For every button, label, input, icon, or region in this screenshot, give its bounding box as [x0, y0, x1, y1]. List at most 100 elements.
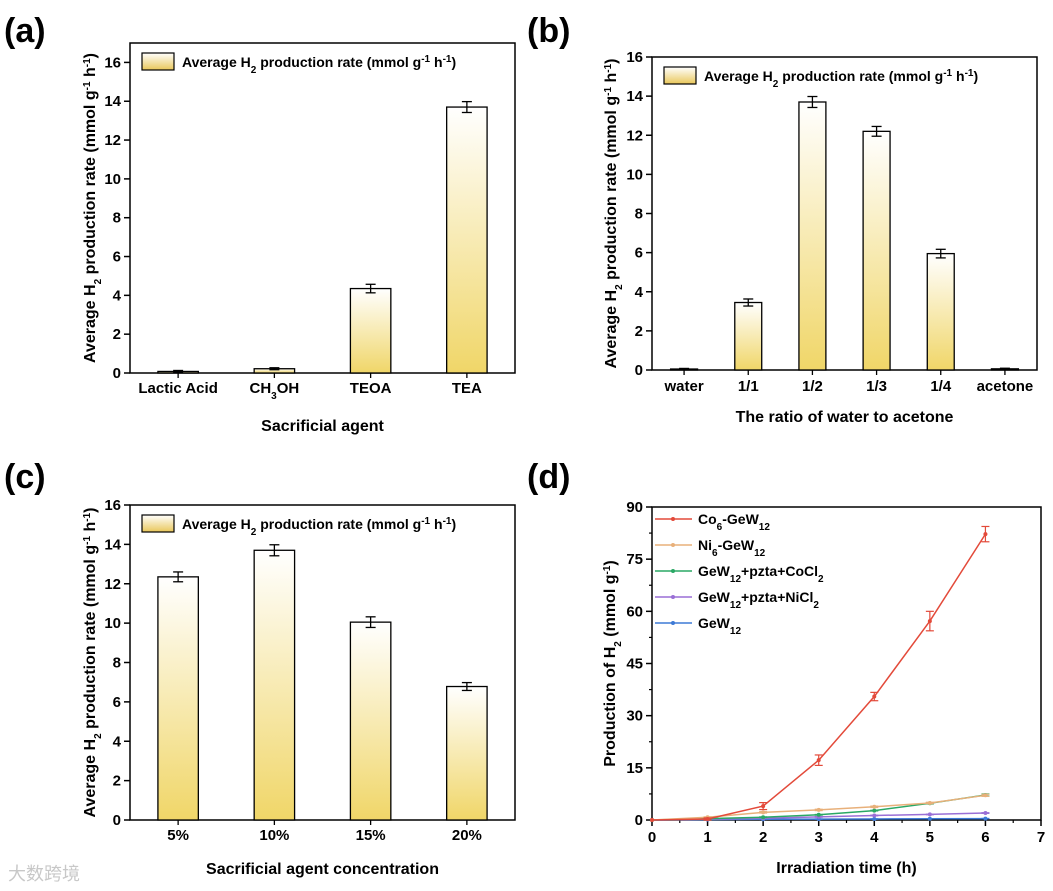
panel-label-b: (b) — [527, 12, 570, 50]
x-tick-label: 1/1 — [738, 378, 759, 395]
bar — [349, 287, 392, 374]
bar — [446, 106, 488, 374]
x-tick-label: 0 — [648, 829, 656, 846]
x-tick-label: 1 — [703, 829, 711, 846]
x-tick-label: 5% — [167, 827, 189, 844]
x-tick-label: TEOA — [350, 380, 392, 397]
legend-marker — [671, 595, 675, 599]
legend-label: Average H2 production rate (mmol g-1 h-1… — [182, 516, 456, 538]
x-tick-label: Lactic Acid — [138, 380, 217, 397]
chart-a: 0 2 4 6 8 10 12 14 16 Lactic Acid CH3OH TEOA TEA Aver… — [82, 42, 516, 435]
y-tick-label: 8 — [113, 210, 121, 227]
legend-label: GeW12+pzta+CoCl2 — [698, 563, 824, 585]
y-tick-label: 0 — [635, 812, 643, 829]
y-tick-label: 2 — [113, 773, 121, 790]
x-axis-title: Irradiation time (h) — [776, 860, 916, 877]
y-tick-label: 0 — [113, 365, 121, 382]
bar — [862, 130, 891, 371]
y-tick-label: 10 — [104, 615, 121, 632]
y-tick-label: 45 — [626, 656, 643, 673]
legend-label: GeW12 — [698, 615, 741, 637]
bar — [446, 685, 488, 821]
y-tick-label: 6 — [113, 694, 121, 711]
x-tick-label: 4 — [870, 829, 879, 846]
y-tick-label: 14 — [104, 536, 121, 553]
x-tick-label: 5 — [926, 829, 934, 846]
legend-swatch — [141, 52, 175, 71]
legend-label: Average H2 production rate (mmol g-1 h-1… — [704, 68, 978, 90]
y-axis-title: Average H2 production rate (mmol g-1 h-1… — [603, 59, 625, 369]
legend-marker — [671, 543, 675, 547]
x-tick-label: 1/4 — [930, 378, 952, 395]
x-tick-label: 3 — [815, 829, 823, 846]
y-tick-label: 12 — [104, 576, 121, 593]
panel-label-d: (d) — [527, 458, 570, 496]
x-tick-label: 1/2 — [802, 378, 823, 395]
legend-label: Average H2 production rate (mmol g-1 h-1… — [182, 54, 456, 76]
legend-label: Co6-GeW12 — [698, 511, 770, 533]
y-tick-label: 60 — [626, 603, 643, 620]
y-tick-label: 16 — [104, 54, 121, 71]
y-tick-label: 14 — [626, 88, 643, 105]
plot-frame — [129, 42, 516, 374]
legend-swatch — [141, 514, 175, 533]
x-tick-label: CH3OH — [250, 380, 300, 402]
y-tick-label: 10 — [104, 171, 121, 188]
y-tick-label: 15 — [626, 760, 643, 777]
y-tick-label: 8 — [635, 206, 643, 223]
y-tick-label: 30 — [626, 708, 643, 725]
y-axis-title: Average H2 production rate (mmol g-1 h-1… — [82, 508, 104, 818]
y-axis-title: Average H2 production rate (mmol g-1 h-1… — [82, 53, 104, 363]
x-tick-label: 10% — [259, 827, 289, 844]
legend-marker — [671, 621, 675, 625]
chart-c: 0 2 4 6 8 10 12 14 16 5% 10% 15% 20% Average H2 produ… — [82, 497, 516, 878]
data-point — [650, 818, 654, 822]
y-tick-label: 6 — [113, 249, 121, 266]
y-tick-label: 4 — [635, 284, 644, 301]
y-axis-title: Production of H2 (mmol g-1) — [602, 560, 624, 766]
legend-marker — [671, 517, 675, 521]
panel-label-c: (c) — [4, 458, 46, 496]
y-tick-label: 2 — [113, 326, 121, 343]
x-tick-label: TEA — [452, 380, 482, 397]
y-tick-label: 90 — [626, 499, 643, 516]
legend-marker — [671, 569, 675, 573]
chart-b: 0 2 4 6 8 10 12 14 16 water 1/1 1/2 1/3 1/4 acetone Ave… — [603, 49, 1038, 426]
x-tick-label: water — [663, 378, 703, 395]
legend-swatch — [663, 66, 697, 85]
y-tick-label: 10 — [626, 166, 643, 183]
y-tick-label: 4 — [113, 733, 122, 750]
x-tick-label: 15% — [356, 827, 386, 844]
y-tick-label: 12 — [626, 127, 643, 144]
y-tick-label: 0 — [635, 362, 643, 379]
x-axis-title: Sacrificial agent concentration — [206, 861, 439, 878]
x-tick-label: 20% — [452, 827, 482, 844]
bar — [798, 101, 827, 371]
y-tick-label: 14 — [104, 93, 121, 110]
y-tick-label: 8 — [113, 655, 121, 672]
bar — [349, 621, 392, 821]
bar — [157, 576, 199, 821]
x-tick-label: 1/3 — [866, 378, 887, 395]
y-tick-label: 12 — [104, 132, 121, 149]
x-tick-label: 2 — [759, 829, 767, 846]
bar — [734, 301, 763, 371]
x-tick-label: 6 — [981, 829, 989, 846]
legend-label: Ni6-GeW12 — [698, 537, 766, 559]
x-axis-title: Sacrificial agent — [261, 418, 384, 435]
x-tick-label: acetone — [977, 378, 1034, 395]
y-tick-label: 0 — [113, 812, 121, 829]
bar — [926, 252, 955, 371]
y-tick-label: 6 — [635, 245, 643, 262]
x-tick-label: 7 — [1037, 829, 1045, 846]
legend-label: GeW12+pzta+NiCl2 — [698, 589, 819, 611]
y-tick-label: 75 — [626, 551, 643, 568]
watermark-text: 大数跨境 — [8, 864, 80, 885]
x-axis-title: The ratio of water to acetone — [736, 409, 954, 426]
y-tick-label: 16 — [626, 49, 643, 66]
y-tick-label: 2 — [635, 323, 643, 340]
plot-frame — [651, 56, 1038, 371]
plot-frame — [651, 506, 1042, 821]
